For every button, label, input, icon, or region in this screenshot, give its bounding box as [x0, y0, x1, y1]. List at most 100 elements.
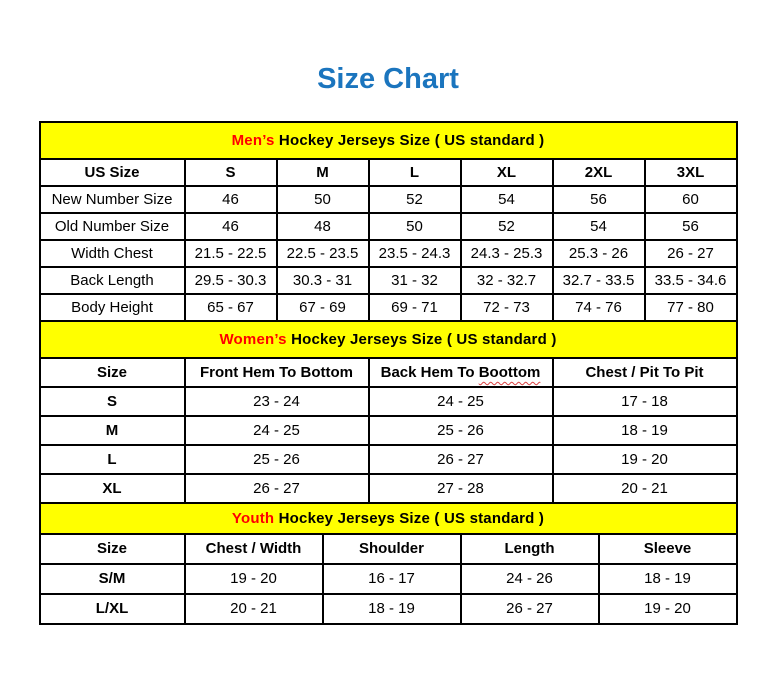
mens-cell: 50: [367, 211, 462, 241]
womens-cell: 19 - 20: [551, 443, 738, 475]
womens-band-highlight: Women’s: [219, 330, 287, 348]
youth-band-highlight: Youth: [231, 509, 275, 527]
col-header-label: Front Hem To Bottom: [199, 363, 354, 381]
mens-cell: 67 - 69: [275, 292, 370, 322]
mens-col-header-0: US Size: [38, 157, 186, 187]
youth-cell: 19 - 20: [183, 562, 324, 595]
youth-cell: 20 - 21: [183, 592, 324, 625]
womens-cell: 26 - 27: [367, 443, 554, 475]
mens-row-label-0: New Number Size: [38, 184, 186, 214]
page-title: Size Chart: [317, 63, 459, 95]
womens-col-header-1: Front Hem To Bottom: [183, 356, 370, 388]
womens-cell: 27 - 28: [367, 472, 554, 504]
col-header-label: Back Hem To: [380, 363, 479, 381]
mens-cell: 33.5 - 34.6: [643, 265, 738, 295]
youth-cell: 18 - 19: [321, 592, 462, 625]
col-header-label: Shoulder: [358, 540, 424, 558]
mens-band-rest: Hockey Jerseys Size ( US standard ): [274, 131, 545, 149]
womens-size-table: Women’s Hockey Jerseys Size ( US standar…: [38, 319, 738, 504]
mens-col-header-2: M: [275, 157, 370, 187]
youth-col-header-0: Size: [38, 532, 186, 565]
mens-row-2: Width Chest 21.5 - 22.5 22.5 - 23.5 23.5 - …: [38, 238, 738, 268]
mens-row-0: New Number Size 46 50 52 54 56 60: [38, 184, 738, 214]
womens-cell: 24 - 25: [367, 385, 554, 417]
mens-row-label-4: Body Height: [38, 292, 186, 322]
mens-cell: 74 - 76: [551, 292, 646, 322]
mens-row-4: Body Height 65 - 67 67 - 69 69 - 71 72 - 73 7…: [38, 292, 738, 322]
mens-cell: 52: [367, 184, 462, 214]
col-header-label: US Size: [84, 163, 140, 181]
mens-cell: 31 - 32: [367, 265, 462, 295]
mens-cell: 46: [183, 211, 278, 241]
womens-band-rest: Hockey Jerseys Size ( US standard ): [286, 330, 557, 348]
mens-cell: 21.5 - 22.5: [183, 238, 278, 268]
womens-header-row: Size Front Hem To Bottom Back Hem To Boott…: [38, 356, 738, 388]
youth-cell: 18 - 19: [597, 562, 738, 595]
mens-header-row: US Size S M L XL 2XL 3XL: [38, 157, 738, 187]
womens-cell: 20 - 21: [551, 472, 738, 504]
womens-cell: 17 - 18: [551, 385, 738, 417]
mens-row-label-2: Width Chest: [38, 238, 186, 268]
youth-band-row: Youth Hockey Jerseys Size ( US standard …: [38, 501, 738, 535]
womens-row-label-1: M: [38, 414, 186, 446]
col-header-label: Chest / Width: [205, 540, 302, 558]
youth-row-label-1: L/XL: [38, 592, 186, 625]
mens-cell: 32.7 - 33.5: [551, 265, 646, 295]
youth-row-1: L/XL 20 - 21 18 - 19 26 - 27 19 - 20: [38, 592, 738, 625]
youth-cell: 16 - 17: [321, 562, 462, 595]
mens-cell: 25.3 - 26: [551, 238, 646, 268]
womens-col-header-3: Chest / Pit To Pit: [551, 356, 738, 388]
mens-band-highlight: Men’s: [231, 131, 275, 149]
mens-cell: 56: [551, 184, 646, 214]
mens-band-row: Men’s Hockey Jerseys Size ( US standard …: [38, 120, 738, 160]
mens-col-header-4: XL: [459, 157, 554, 187]
womens-row-3: XL 26 - 27 27 - 28 20 - 21: [38, 472, 738, 504]
mens-row-1: Old Number Size 46 48 50 52 54 56: [38, 211, 738, 241]
mens-cell: 23.5 - 24.3: [367, 238, 462, 268]
youth-row-0: S/M 19 - 20 16 - 17 24 - 26 18 - 19: [38, 562, 738, 595]
womens-col-header-0: Size: [38, 356, 186, 388]
womens-cell: 25 - 26: [183, 443, 370, 475]
youth-row-label-0: S/M: [38, 562, 186, 595]
col-header-label: Sleeve: [643, 540, 692, 558]
womens-section-band: Women’s Hockey Jerseys Size ( US standar…: [38, 319, 738, 359]
col-header-label: Size: [96, 363, 127, 381]
mens-col-header-5: 2XL: [551, 157, 646, 187]
misspelled-word: Boottom: [478, 363, 541, 381]
womens-cell: 26 - 27: [183, 472, 370, 504]
mens-cell: 54: [551, 211, 646, 241]
womens-row-label-2: L: [38, 443, 186, 475]
mens-cell: 50: [275, 184, 370, 214]
col-header-label: 2XL: [584, 163, 613, 181]
youth-col-header-3: Length: [459, 532, 600, 565]
mens-cell: 56: [643, 211, 738, 241]
col-header-label: M: [316, 163, 329, 181]
mens-cell: 69 - 71: [367, 292, 462, 322]
youth-band-rest: Hockey Jerseys Size ( US standard ): [274, 509, 545, 527]
mens-cell: 77 - 80: [643, 292, 738, 322]
mens-cell: 24.3 - 25.3: [459, 238, 554, 268]
col-header-label: Size: [96, 540, 127, 558]
youth-cell: 26 - 27: [459, 592, 600, 625]
youth-col-header-4: Sleeve: [597, 532, 738, 565]
mens-cell: 60: [643, 184, 738, 214]
mens-section-band: Men’s Hockey Jerseys Size ( US standard …: [38, 120, 738, 160]
mens-cell: 46: [183, 184, 278, 214]
youth-cell: 19 - 20: [597, 592, 738, 625]
mens-row-label-1: Old Number Size: [38, 211, 186, 241]
mens-cell: 48: [275, 211, 370, 241]
womens-cell: 24 - 25: [183, 414, 370, 446]
col-header-label: Chest / Pit To Pit: [585, 363, 704, 381]
col-header-label: Length: [504, 540, 555, 558]
mens-col-header-3: L: [367, 157, 462, 187]
col-header-label: S: [225, 163, 236, 181]
youth-col-header-2: Shoulder: [321, 532, 462, 565]
mens-size-table: Men’s Hockey Jerseys Size ( US standard …: [38, 120, 738, 322]
womens-band-row: Women’s Hockey Jerseys Size ( US standar…: [38, 319, 738, 359]
mens-cell: 54: [459, 184, 554, 214]
youth-cell: 24 - 26: [459, 562, 600, 595]
womens-cell: 25 - 26: [367, 414, 554, 446]
mens-cell: 22.5 - 23.5: [275, 238, 370, 268]
youth-section-band: Youth Hockey Jerseys Size ( US standard …: [38, 501, 738, 535]
